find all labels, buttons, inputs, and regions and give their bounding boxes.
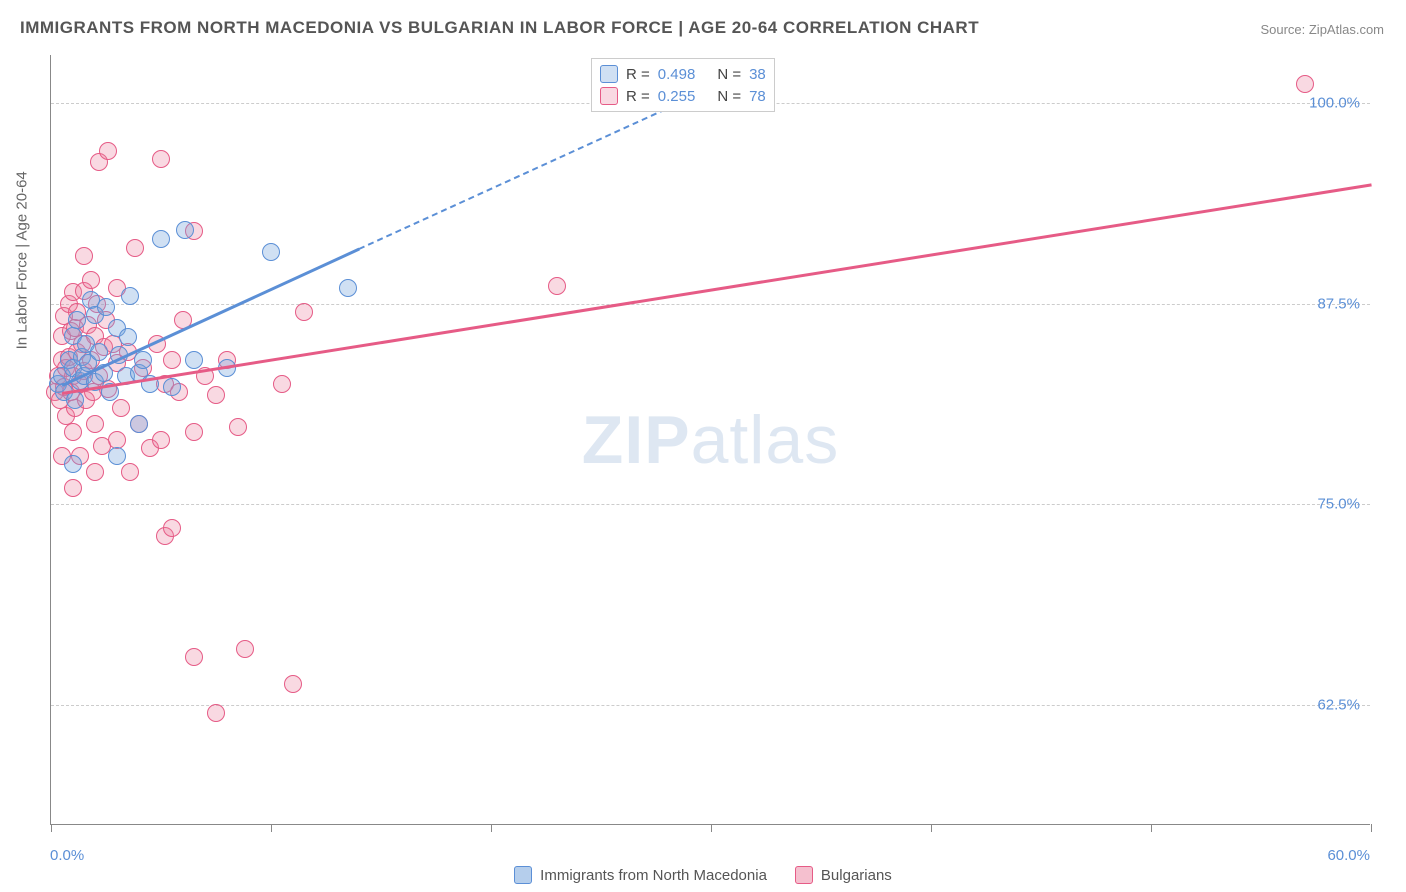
watermark-bold: ZIP bbox=[582, 402, 691, 478]
scatter-point bbox=[68, 311, 86, 329]
legend-item: Bulgarians bbox=[795, 866, 892, 884]
scatter-point bbox=[121, 287, 139, 305]
stats-n-key: N = bbox=[717, 88, 741, 105]
bottom-legend: Immigrants from North Macedonia Bulgarian… bbox=[0, 866, 1406, 884]
scatter-point bbox=[284, 675, 302, 693]
scatter-point bbox=[112, 399, 130, 417]
x-tick bbox=[931, 824, 932, 832]
stats-n-value: 38 bbox=[749, 66, 766, 83]
stats-n-key: N = bbox=[717, 66, 741, 83]
scatter-point bbox=[108, 447, 126, 465]
y-tick-label: 62.5% bbox=[1317, 696, 1360, 713]
scatter-point bbox=[119, 328, 137, 346]
scatter-point bbox=[64, 479, 82, 497]
x-axis-min-label: 0.0% bbox=[50, 847, 84, 864]
scatter-point bbox=[185, 648, 203, 666]
stats-swatch-icon bbox=[600, 87, 618, 105]
scatter-point bbox=[1296, 75, 1314, 93]
x-tick bbox=[271, 824, 272, 832]
watermark: ZIPatlas bbox=[582, 401, 839, 479]
legend-item: Immigrants from North Macedonia bbox=[514, 866, 767, 884]
scatter-point bbox=[126, 239, 144, 257]
scatter-point bbox=[236, 640, 254, 658]
scatter-point bbox=[86, 463, 104, 481]
scatter-point bbox=[207, 386, 225, 404]
scatter-point bbox=[176, 221, 194, 239]
y-tick-label: 100.0% bbox=[1309, 95, 1360, 112]
scatter-point bbox=[163, 378, 181, 396]
scatter-point bbox=[99, 142, 117, 160]
scatter-point bbox=[97, 298, 115, 316]
y-axis-title: In Labor Force | Age 20-64 bbox=[14, 171, 31, 349]
stats-r-value: 0.498 bbox=[658, 66, 696, 83]
stats-r-key: R = bbox=[626, 88, 650, 105]
gridline bbox=[51, 705, 1370, 706]
x-tick bbox=[491, 824, 492, 832]
scatter-point bbox=[295, 303, 313, 321]
gridline bbox=[51, 304, 1370, 305]
stats-swatch-icon bbox=[600, 65, 618, 83]
source-label: Source: ZipAtlas.com bbox=[1260, 22, 1384, 37]
y-tick-label: 75.0% bbox=[1317, 496, 1360, 513]
stats-n-value: 78 bbox=[749, 88, 766, 105]
stats-row: R = 0.255 N = 78 bbox=[600, 85, 766, 107]
watermark-light: atlas bbox=[691, 402, 840, 478]
legend-swatch-icon bbox=[514, 866, 532, 884]
scatter-point bbox=[262, 243, 280, 261]
scatter-point bbox=[207, 704, 225, 722]
scatter-point bbox=[152, 230, 170, 248]
scatter-point bbox=[273, 375, 291, 393]
legend-swatch-icon bbox=[795, 866, 813, 884]
scatter-point bbox=[134, 351, 152, 369]
scatter-point bbox=[90, 343, 108, 361]
scatter-point bbox=[339, 279, 357, 297]
scatter-point bbox=[121, 463, 139, 481]
scatter-point bbox=[229, 418, 247, 436]
scatter-point bbox=[130, 415, 148, 433]
scatter-point bbox=[82, 271, 100, 289]
stats-r-key: R = bbox=[626, 66, 650, 83]
x-tick bbox=[1371, 824, 1372, 832]
scatter-point bbox=[66, 391, 84, 409]
scatter-point bbox=[163, 351, 181, 369]
scatter-point bbox=[64, 423, 82, 441]
scatter-point bbox=[548, 277, 566, 295]
scatter-point bbox=[163, 519, 181, 537]
legend-label: Bulgarians bbox=[821, 867, 892, 884]
plot-area: ZIPatlas 62.5% 75.0% 87.5% 100.0% R = 0.498 N… bbox=[50, 55, 1370, 825]
y-tick-label: 87.5% bbox=[1317, 295, 1360, 312]
stats-r-value: 0.255 bbox=[658, 88, 696, 105]
scatter-point bbox=[152, 431, 170, 449]
scatter-point bbox=[75, 247, 93, 265]
chart-container: IMMIGRANTS FROM NORTH MACEDONIA VS BULGA… bbox=[0, 0, 1406, 892]
scatter-point bbox=[185, 423, 203, 441]
stats-box: R = 0.498 N = 38 R = 0.255 N = 78 bbox=[591, 58, 775, 112]
scatter-point bbox=[86, 415, 104, 433]
x-tick bbox=[711, 824, 712, 832]
scatter-point bbox=[64, 455, 82, 473]
legend-label: Immigrants from North Macedonia bbox=[540, 867, 767, 884]
scatter-point bbox=[152, 150, 170, 168]
x-axis-max-label: 60.0% bbox=[1327, 847, 1370, 864]
x-tick bbox=[1151, 824, 1152, 832]
stats-row: R = 0.498 N = 38 bbox=[600, 63, 766, 85]
scatter-point bbox=[185, 351, 203, 369]
gridline bbox=[51, 504, 1370, 505]
chart-title: IMMIGRANTS FROM NORTH MACEDONIA VS BULGA… bbox=[20, 18, 979, 38]
trend-line bbox=[62, 183, 1371, 394]
x-tick bbox=[51, 824, 52, 832]
